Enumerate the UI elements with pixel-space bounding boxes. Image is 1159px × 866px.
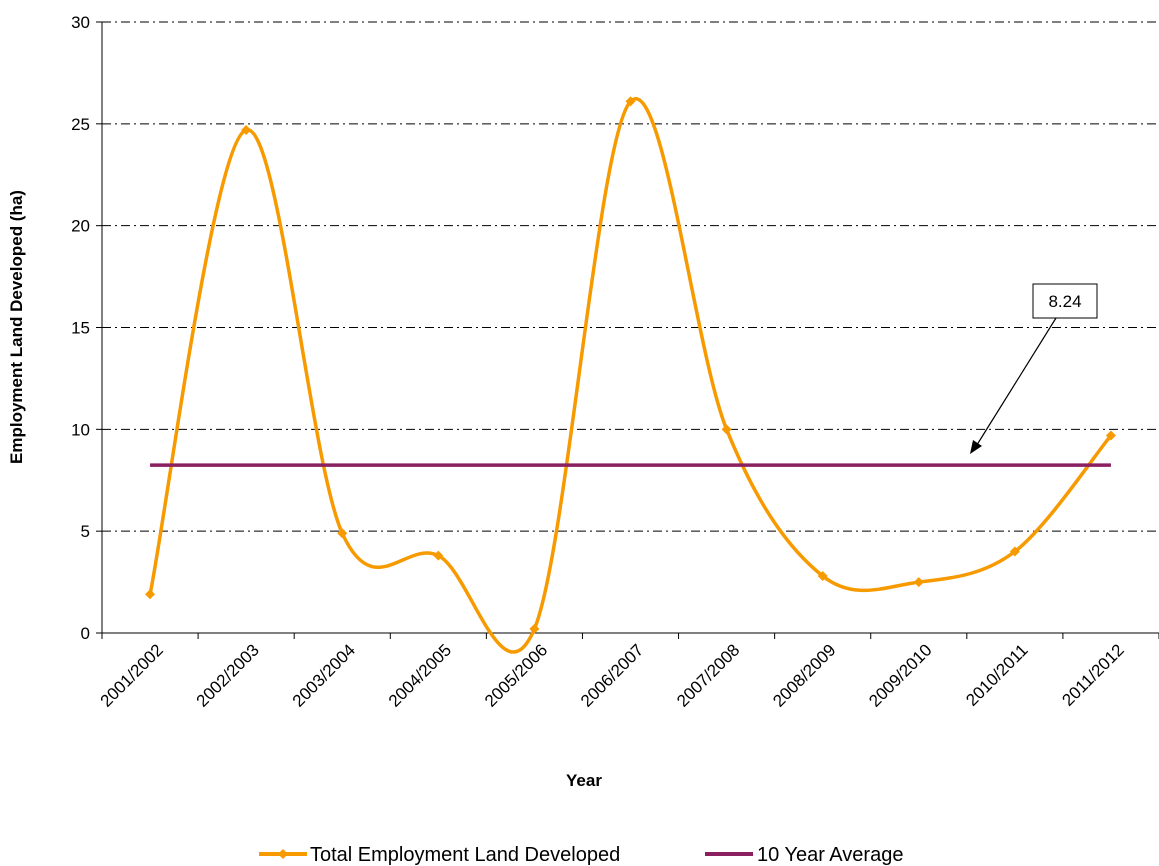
y-axis-title: Employment Land Developed (ha) xyxy=(7,190,26,464)
annotation-label: 8.24 xyxy=(1048,292,1081,311)
y-tick-label: 0 xyxy=(81,624,90,643)
y-tick-label: 25 xyxy=(71,115,90,134)
average-annotation: 8.24 xyxy=(970,283,1098,454)
legend-label-total: Total Employment Land Developed xyxy=(310,844,620,866)
y-tick-label: 15 xyxy=(71,319,90,338)
y-tick-label: 5 xyxy=(81,522,90,541)
y-tick-label: 10 xyxy=(71,420,90,439)
legend-marker-total xyxy=(278,849,288,859)
x-tick-label: 2011/2012 xyxy=(1058,640,1127,709)
x-tick-labels: 2001/2002 2002/2003 2003/2004 2004/2005 2005… xyxy=(97,640,1128,710)
x-tick-label: 2004/2005 xyxy=(385,640,455,710)
data-point-marker xyxy=(529,623,540,634)
annotation-arrowhead xyxy=(970,440,982,454)
x-tick-label: 2007/2008 xyxy=(673,640,743,710)
x-axis-title: Year xyxy=(566,771,602,790)
data-point-marker xyxy=(913,577,924,588)
data-point-marker xyxy=(1105,430,1116,441)
data-point-marker xyxy=(433,550,444,561)
series-markers xyxy=(145,96,1116,634)
annotation-arrow xyxy=(974,317,1057,449)
x-tick-label: 2006/2007 xyxy=(577,640,647,710)
y-tick-label: 20 xyxy=(71,217,90,236)
series-line-0 xyxy=(148,97,1113,654)
x-tick-label: 2002/2003 xyxy=(193,640,263,710)
data-point-marker xyxy=(145,589,156,600)
x-tick-label: 2010/2011 xyxy=(962,640,1031,709)
axes xyxy=(96,21,1159,639)
data-point-marker xyxy=(241,124,252,135)
data-point-marker xyxy=(817,570,828,581)
data-point-marker xyxy=(1009,546,1020,557)
x-tick-label: 2008/2009 xyxy=(769,640,839,710)
legend-label-average: 10 Year Average xyxy=(757,844,903,866)
legend-item-total: Total Employment Land Developed xyxy=(259,844,620,866)
x-tick-label: 2009/2010 xyxy=(865,640,935,710)
annotation-box xyxy=(1032,283,1098,319)
x-tick-label: 2003/2004 xyxy=(289,640,359,710)
series-lines xyxy=(148,97,1113,654)
y-tick-labels: 0 5 10 15 20 25 30 xyxy=(71,13,90,643)
grid-lines xyxy=(102,21,1159,532)
x-tick-label: 2001/2002 xyxy=(97,640,167,710)
y-tick-label: 30 xyxy=(71,13,90,32)
legend: Total Employment Land Developed 10 Year … xyxy=(259,844,903,866)
data-point-marker xyxy=(337,528,348,539)
data-point-marker xyxy=(625,96,636,107)
data-point-marker xyxy=(721,424,732,435)
legend-item-average: 10 Year Average xyxy=(705,844,903,866)
